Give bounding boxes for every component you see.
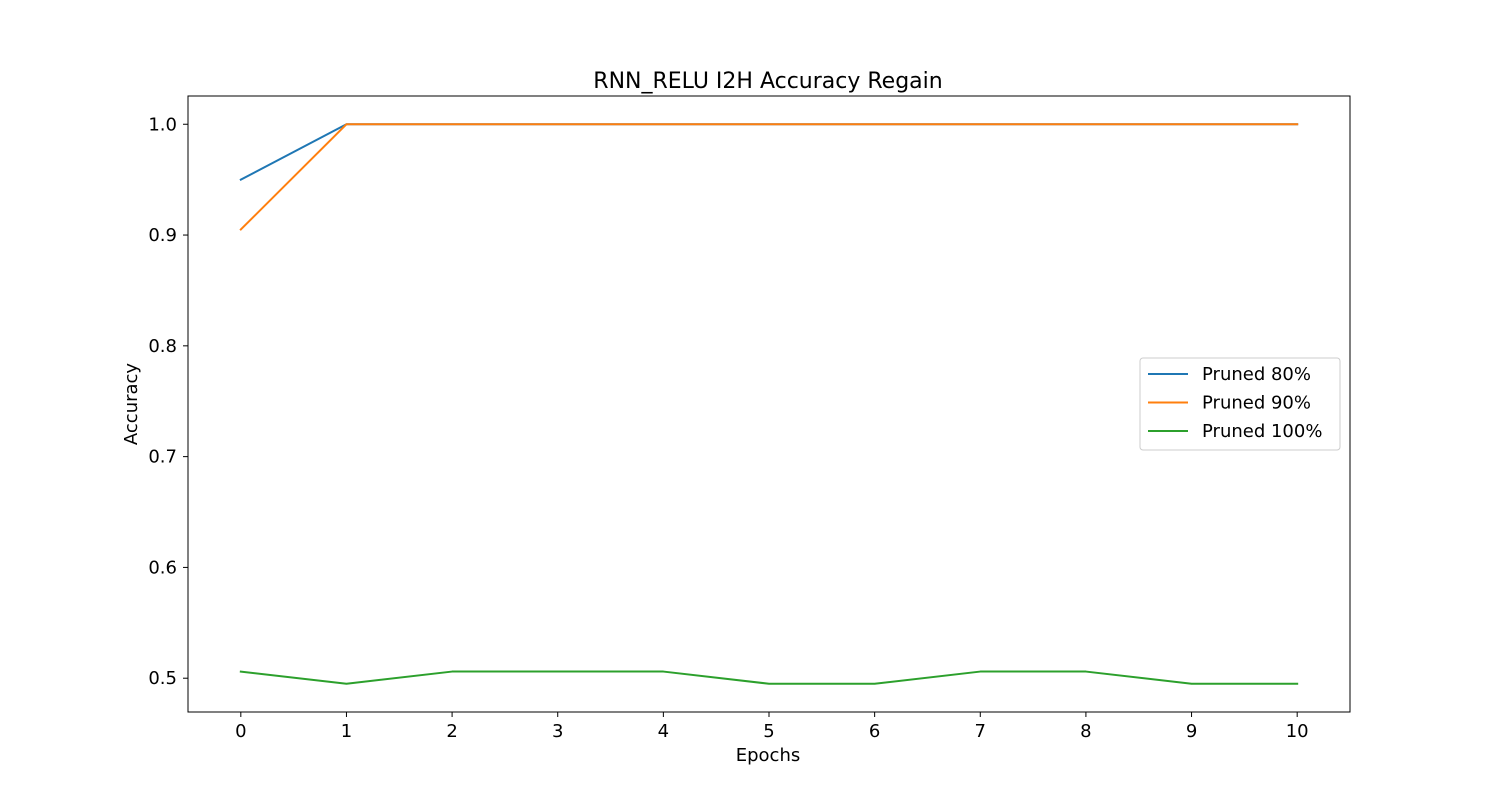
y-tick-label: 0.5	[148, 668, 177, 689]
legend-box	[1139, 357, 1341, 451]
x-tick-label: 9	[1186, 721, 1197, 742]
chart-title: RNN_RELU I2H Accuracy Regain	[593, 69, 942, 94]
x-tick-label: 3	[552, 721, 563, 742]
x-tick-label: 7	[975, 721, 986, 742]
plot-area: 0 1 2 3 4 5 6 7 8 9 10 0.5 0.6 0.7 0.8 0.9 1.0	[148, 95, 1351, 742]
legend-label-2: Pruned 90%	[1202, 393, 1311, 414]
series-line-2	[239, 123, 1299, 231]
legend: Pruned 80% Pruned 90% Pruned 100%	[1139, 357, 1341, 451]
x-tick-label: 8	[1080, 721, 1091, 742]
y-tick-label: 1.0	[148, 114, 177, 135]
y-tick-label: 0.9	[148, 225, 177, 246]
x-tick-label: 1	[341, 721, 352, 742]
x-tick-label: 10	[1286, 721, 1309, 742]
legend-label-1: Pruned 80%	[1202, 364, 1311, 385]
x-tick-label: 6	[869, 721, 880, 742]
series-line-1	[239, 123, 1299, 182]
y-axis-label: Accuracy	[121, 363, 142, 446]
x-tick-label: 0	[235, 721, 246, 742]
x-tick-label: 4	[658, 721, 669, 742]
y-tick-label: 0.6	[148, 557, 177, 578]
y-tick-label: 0.8	[148, 336, 177, 357]
x-axis-label: Epochs	[736, 745, 801, 766]
x-tick-label: 5	[763, 721, 774, 742]
legend-label-3: Pruned 100%	[1202, 421, 1322, 442]
x-tick-label: 2	[446, 721, 457, 742]
series-line-3	[239, 670, 1299, 685]
y-tick-label: 0.7	[148, 447, 177, 468]
